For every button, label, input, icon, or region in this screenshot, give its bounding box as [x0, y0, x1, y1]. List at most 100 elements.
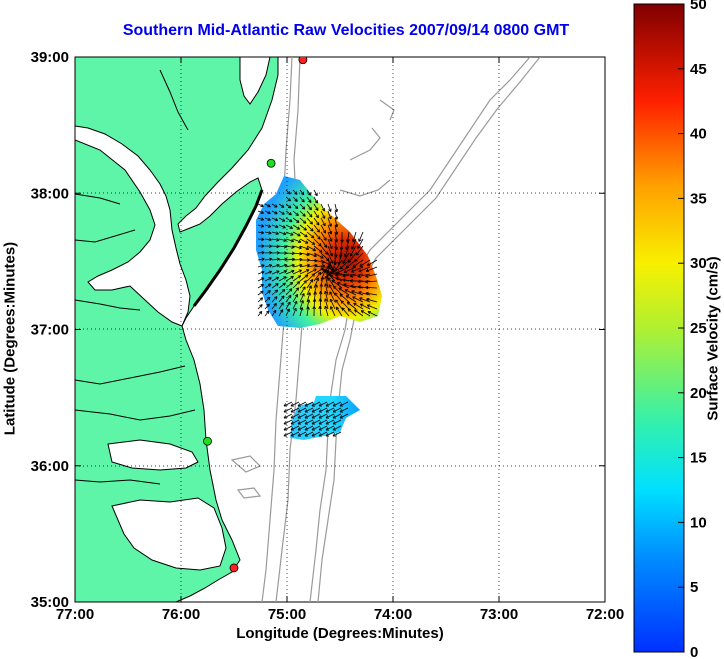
velocity-arrow-head — [345, 295, 350, 299]
velocity-arrow-head — [283, 238, 287, 242]
velocity-arrow — [285, 308, 290, 317]
velocity-arrow — [351, 290, 364, 296]
velocity-arrow-head — [323, 237, 327, 241]
velocity-arrow — [285, 282, 293, 289]
velocity-arrow-head — [302, 213, 306, 217]
velocity-arrow-head — [318, 242, 322, 247]
velocity-arrow — [313, 259, 325, 264]
velocity-arrow-head — [316, 222, 320, 226]
velocity-arrow-head — [323, 244, 328, 248]
velocity-arrow — [292, 252, 303, 255]
velocity-arrow — [292, 287, 299, 296]
velocity-arrow-head — [330, 260, 334, 264]
eastern-shore-coast — [192, 189, 264, 307]
velocity-arrow — [278, 238, 287, 242]
velocity-arrow-head — [357, 279, 361, 284]
velocity-arrow-head — [315, 277, 320, 282]
velocity-arrow-head — [260, 203, 264, 208]
velocity-arrow-head — [297, 239, 302, 243]
velocity-arrow-head — [261, 250, 265, 255]
velocity-arrow — [343, 283, 357, 289]
velocity-arrow — [336, 266, 350, 274]
velocity-arrow — [257, 284, 264, 289]
velocity-arrow — [313, 238, 322, 247]
velocity-arrow — [304, 401, 314, 407]
velocity-arrow — [299, 300, 304, 310]
velocity-arrow — [297, 425, 307, 431]
velocity-arrow-head — [268, 231, 272, 235]
velocity-arrow-head — [274, 289, 279, 293]
velocity-arrow — [257, 311, 263, 317]
velocity-arrow — [306, 189, 311, 196]
velocity-arrow — [306, 231, 315, 239]
velocity-arrow — [352, 259, 364, 268]
velocity-arrow-head — [324, 268, 329, 272]
velocity-arrow-head — [335, 276, 339, 281]
velocity-arrow-head — [267, 217, 271, 221]
velocity-arrow — [332, 259, 336, 273]
velocity-arrow — [339, 245, 343, 258]
velocity-arrow — [351, 238, 357, 250]
velocity-arrow-head — [339, 403, 344, 407]
velocity-arrow — [283, 425, 293, 431]
velocity-arrow-head — [294, 300, 298, 305]
velocity-arrow — [339, 407, 349, 413]
velocity-arrow — [271, 264, 280, 268]
velocity-arrow — [365, 287, 378, 289]
velocity-arrow — [285, 210, 292, 216]
velocity-arrow-head — [287, 301, 291, 305]
velocity-arrow — [352, 296, 364, 303]
velocity-arrow — [339, 401, 349, 407]
velocity-arrow-head — [342, 278, 346, 282]
velocity-arrow-head — [276, 263, 280, 268]
velocity-arrow-head — [327, 277, 331, 281]
velocity-arrow — [318, 431, 328, 437]
velocity-arrow — [278, 270, 287, 275]
velocity-arrow-head — [340, 300, 345, 304]
velocity-arrow-head — [261, 257, 265, 262]
colorbar-tick-label: 5 — [690, 579, 698, 596]
velocity-arrow-head — [317, 236, 321, 240]
velocity-arrow — [257, 224, 264, 227]
velocity-arrow — [332, 407, 342, 413]
velocity-arrow-head — [353, 302, 357, 306]
velocity-arrow — [320, 224, 326, 234]
velocity-arrow-head — [309, 279, 314, 283]
velocity-arrow-head — [274, 204, 278, 208]
velocity-arrow — [325, 425, 335, 431]
velocity-arrow — [327, 238, 333, 250]
velocity-arrow-head — [329, 274, 334, 279]
velocity-arrow-head — [290, 427, 295, 431]
velocity-arrow-head — [328, 230, 333, 235]
velocity-arrow — [278, 289, 286, 296]
velocity-arrow — [313, 196, 318, 204]
velocity-arrow-head — [322, 222, 326, 227]
velocity-arrow — [283, 419, 293, 425]
velocity-arrow — [339, 293, 350, 303]
velocity-arrow-head — [276, 257, 280, 262]
velocity-arrow — [278, 258, 288, 261]
velocity-arrow-head — [286, 308, 290, 312]
velocity-arrow — [278, 276, 287, 282]
station-markers — [203, 57, 308, 573]
colorbar-tick-label: 30 — [690, 255, 707, 272]
velocity-arrow-head — [297, 433, 302, 437]
velocity-arrow — [318, 407, 328, 413]
velocity-arrow-head — [290, 421, 295, 425]
velocity-arrow-head — [269, 257, 273, 262]
velocity-arrow-head — [289, 225, 293, 229]
station-marker — [298, 57, 308, 65]
velocity-arrow-head — [311, 409, 316, 413]
velocity-arrow-head — [318, 403, 323, 407]
velocity-arrow — [292, 264, 303, 268]
velocity-arrow — [360, 303, 371, 310]
velocity-arrow — [292, 217, 300, 223]
velocity-arrow-head — [311, 421, 316, 425]
velocity-arrow — [311, 407, 321, 413]
velocity-arrow-head — [324, 290, 328, 295]
velocity-arrow-head — [304, 233, 308, 238]
velocity-arrow — [366, 298, 378, 303]
velocity-arrow-head — [293, 307, 297, 312]
velocity-arrow — [285, 189, 291, 195]
velocity-arrow — [338, 287, 350, 296]
